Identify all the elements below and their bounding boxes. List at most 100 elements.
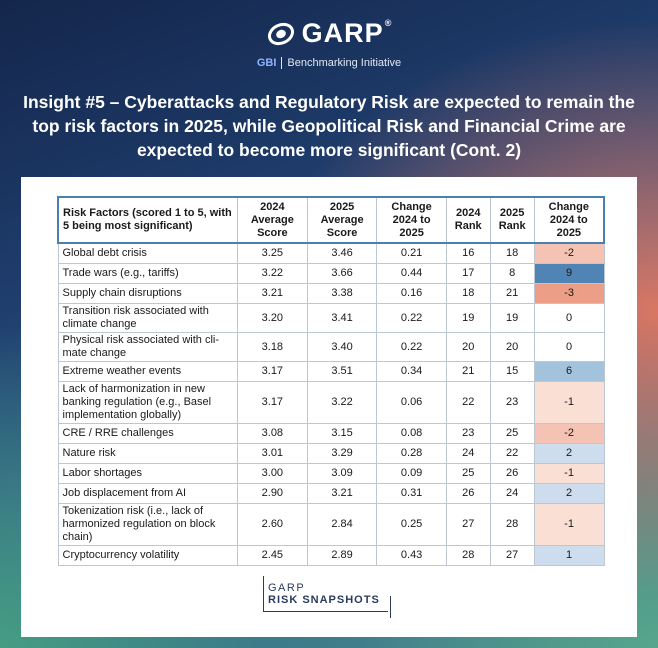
cell-change-rank: 9	[533, 263, 605, 284]
header-rank-2025: 2025 Rank	[489, 196, 535, 244]
header-avg-2025: 2025 Average Score	[306, 196, 378, 244]
cell-rank2025: 28	[489, 503, 535, 546]
table-row: Tokenization risk (i.e., lack of harmoni…	[57, 503, 605, 546]
table-row: Supply chain disruptions 3.21 3.38 0.16 18 21…	[57, 283, 605, 304]
cell-factor: Physical risk associated with cli-mate c…	[57, 332, 238, 362]
cell-change-score: 0.22	[376, 303, 447, 333]
cell-rank2025: 8	[489, 263, 535, 284]
cell-change-score: 0.25	[376, 503, 447, 546]
table-row: Job displacement from AI 2.90 3.21 0.31 26 24…	[57, 483, 605, 504]
cell-avg2024: 3.08	[237, 423, 308, 444]
cell-avg2025: 3.41	[306, 303, 378, 333]
table-row: Extreme weather events 3.17 3.51 0.34 21 15 6	[57, 361, 605, 382]
cell-change-rank: -1	[533, 503, 605, 546]
cell-avg2024: 2.45	[237, 545, 308, 566]
cell-factor: Cryptocurrency volatility	[57, 545, 238, 566]
cell-change-rank: -2	[533, 423, 605, 444]
cell-rank2025: 15	[489, 361, 535, 382]
garp-logo-icon	[267, 22, 294, 45]
cell-change-rank: -1	[533, 381, 605, 424]
cell-rank2024: 19	[445, 303, 491, 333]
cell-change-score: 0.09	[376, 463, 447, 484]
footer-logo-line-vertical	[263, 576, 264, 612]
cell-avg2024: 3.21	[237, 283, 308, 304]
cell-avg2025: 3.15	[306, 423, 378, 444]
cell-rank2024: 28	[445, 545, 491, 566]
cell-avg2025: 3.46	[306, 242, 378, 264]
cell-factor: Job displacement from AI	[57, 483, 238, 504]
cell-avg2025: 3.22	[306, 381, 378, 424]
cell-rank2025: 22	[489, 443, 535, 464]
cell-change-rank: 2	[533, 443, 605, 464]
cell-rank2025: 25	[489, 423, 535, 444]
cell-change-score: 0.21	[376, 242, 447, 264]
cell-rank2024: 26	[445, 483, 491, 504]
brand-logo: GARP®	[266, 18, 393, 49]
cell-rank2025: 18	[489, 242, 535, 264]
cell-factor: Trade wars (e.g., tariffs)	[57, 263, 238, 284]
cell-avg2024: 3.20	[237, 303, 308, 333]
cell-change-score: 0.16	[376, 283, 447, 304]
table-card: Risk Factors (scored 1 to 5, with 5 bein…	[21, 177, 637, 637]
cell-change-score: 0.43	[376, 545, 447, 566]
risk-snapshots-logo: GARP RISK SNAPSHOTS	[263, 576, 391, 618]
cell-factor: Extreme weather events	[57, 361, 238, 382]
cell-rank2024: 18	[445, 283, 491, 304]
cell-avg2024: 3.00	[237, 463, 308, 484]
cell-rank2024: 23	[445, 423, 491, 444]
cell-change-rank: 0	[533, 332, 605, 362]
cell-factor: Tokenization risk (i.e., lack of harmoni…	[57, 503, 238, 546]
cell-avg2024: 3.17	[237, 381, 308, 424]
cell-rank2024: 17	[445, 263, 491, 284]
header-avg-2024: 2024 Average Score	[237, 196, 308, 244]
cell-change-rank: 1	[533, 545, 605, 566]
cell-rank2024: 21	[445, 361, 491, 382]
cell-avg2025: 2.84	[306, 503, 378, 546]
cell-rank2025: 27	[489, 545, 535, 566]
brand-subtitle-row: GBI Benchmarking Initiative	[0, 56, 658, 69]
brand-subtitle: Benchmarking Initiative	[287, 56, 402, 69]
cell-rank2024: 20	[445, 332, 491, 362]
cell-rank2024: 16	[445, 242, 491, 264]
cell-rank2024: 27	[445, 503, 491, 546]
footer-risk-snapshots: RISK SNAPSHOTS	[268, 594, 380, 606]
table-row: Labor shortages 3.00 3.09 0.09 25 26 -1	[57, 463, 605, 484]
cell-change-score: 0.28	[376, 443, 447, 464]
cell-factor: CRE / RRE challenges	[57, 423, 238, 444]
cell-avg2025: 3.40	[306, 332, 378, 362]
cell-avg2024: 3.22	[237, 263, 308, 284]
cell-avg2024: 2.90	[237, 483, 308, 504]
cell-rank2024: 22	[445, 381, 491, 424]
table-row: Lack of harmonization in new banking reg…	[57, 381, 605, 424]
cell-change-score: 0.06	[376, 381, 447, 424]
cell-rank2024: 25	[445, 463, 491, 484]
cell-factor: Lack of harmonization in new banking reg…	[57, 381, 238, 424]
footer-garp: GARP	[268, 582, 306, 594]
cell-factor: Supply chain disruptions	[57, 283, 238, 304]
cell-avg2025: 2.89	[306, 545, 378, 566]
cell-change-rank: 2	[533, 483, 605, 504]
cell-avg2024: 3.17	[237, 361, 308, 382]
cell-factor: Nature risk	[57, 443, 238, 464]
brand-divider	[281, 56, 283, 69]
cell-change-rank: -1	[533, 463, 605, 484]
header-rank-2024: 2024 Rank	[445, 196, 491, 244]
cell-change-rank: 6	[533, 361, 605, 382]
cell-avg2024: 3.01	[237, 443, 308, 464]
cell-avg2024: 3.25	[237, 242, 308, 264]
cell-change-rank: -2	[533, 242, 605, 264]
cell-factor: Labor shortages	[57, 463, 238, 484]
footer-logo-line-right	[390, 596, 391, 618]
cell-change-score: 0.08	[376, 423, 447, 444]
cell-rank2025: 23	[489, 381, 535, 424]
cell-avg2024: 3.18	[237, 332, 308, 362]
cell-rank2025: 19	[489, 303, 535, 333]
page-headline: Insight #5 – Cyberattacks and Regulatory…	[23, 92, 635, 160]
risk-factors-table: Risk Factors (scored 1 to 5, with 5 bein…	[57, 196, 605, 566]
header-change-score: Change 2024 to 2025	[376, 196, 447, 244]
table-row: Cryptocurrency volatility 2.45 2.89 0.43 28 2…	[57, 545, 605, 566]
table-row: Nature risk 3.01 3.29 0.28 24 22 2	[57, 443, 605, 464]
cell-avg2025: 3.21	[306, 483, 378, 504]
table-header: Risk Factors (scored 1 to 5, with 5 bein…	[57, 196, 605, 244]
footer-logo-line-horizontal	[263, 611, 388, 612]
